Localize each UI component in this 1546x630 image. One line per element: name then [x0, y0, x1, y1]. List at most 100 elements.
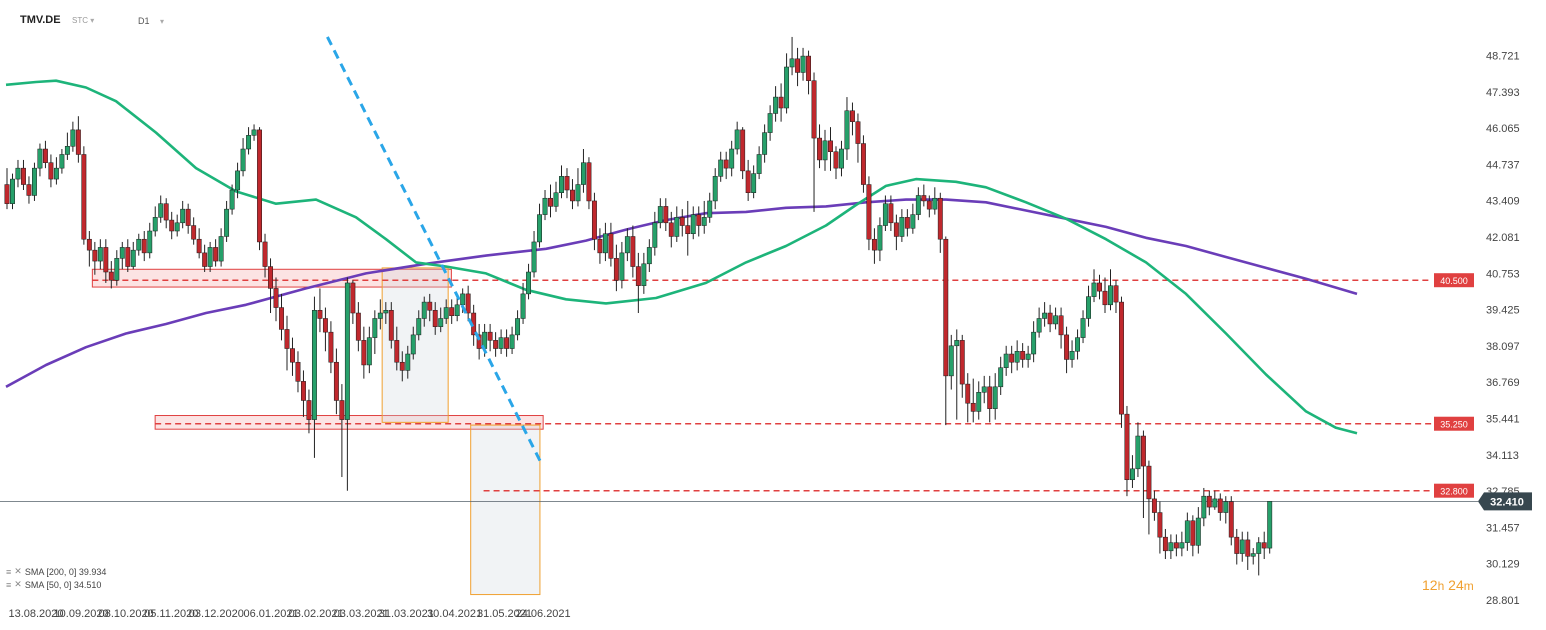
- candle-body-down: [487, 331, 493, 341]
- candle: [185, 203, 191, 234]
- candle-body-up: [1130, 468, 1135, 481]
- candle: [1140, 430, 1146, 519]
- candle-body-up: [1168, 542, 1174, 552]
- candle: [526, 263, 531, 300]
- candle-body-up: [235, 170, 241, 191]
- candle-body-up: [641, 263, 647, 286]
- candle: [789, 36, 795, 76]
- symbol-label[interactable]: TMV.DE: [20, 14, 61, 26]
- candle-body-up: [70, 129, 76, 147]
- candle: [119, 241, 125, 270]
- candle-body-down: [745, 170, 751, 193]
- candle: [257, 127, 262, 251]
- candle-body-down: [1206, 495, 1212, 508]
- candle: [421, 296, 427, 327]
- candle: [910, 203, 916, 234]
- candle-body-down: [564, 176, 570, 191]
- candle: [26, 176, 32, 204]
- candle-body-down: [284, 329, 290, 349]
- candle-body-up: [954, 340, 960, 347]
- candle-body-up: [1053, 315, 1059, 325]
- candle-body-up: [1075, 337, 1080, 352]
- candle-body-up: [707, 200, 713, 218]
- candle: [1267, 501, 1273, 554]
- candle-body-up: [553, 192, 559, 207]
- candle-body-up: [976, 392, 982, 412]
- candle-body-down: [262, 241, 268, 267]
- trendline[interactable]: [326, 36, 542, 462]
- candle: [701, 200, 707, 234]
- candle: [103, 239, 109, 283]
- candle: [767, 105, 773, 141]
- candle-body-up: [932, 197, 938, 210]
- candle-body-up: [581, 162, 586, 185]
- candle-body-up: [344, 282, 350, 420]
- candle: [987, 375, 993, 423]
- candle: [1047, 304, 1053, 333]
- menu-icon[interactable]: ≡: [6, 579, 12, 590]
- candle-body-up: [53, 167, 59, 180]
- candle-body-up: [147, 230, 153, 254]
- candle: [657, 198, 663, 229]
- timeframe-selector[interactable]: D1 ▾: [138, 16, 164, 26]
- candle-body-up: [1036, 318, 1042, 333]
- candle-body-up: [1069, 351, 1075, 360]
- candle-body-up: [1025, 353, 1031, 360]
- candle-body-up: [674, 217, 680, 237]
- candle: [591, 192, 597, 251]
- candle-body-down: [833, 151, 839, 169]
- candle-body-down: [185, 208, 191, 226]
- candle: [1256, 537, 1262, 576]
- candle: [432, 302, 438, 335]
- candle-body-up: [377, 312, 383, 319]
- candle-body-down: [48, 162, 54, 180]
- indicator-sma50[interactable]: ≡ ✕ SMA [50, 0] 34.510: [6, 579, 101, 590]
- candle-body-up: [136, 238, 142, 251]
- candle: [784, 53, 790, 114]
- y-tick-label: 36.769: [1486, 377, 1520, 389]
- candle-body-up: [789, 58, 795, 68]
- candle: [328, 321, 334, 374]
- candle-body-up: [756, 154, 762, 174]
- candle-body-up: [602, 233, 608, 254]
- x-tick-label: 08.10.2020: [99, 608, 154, 620]
- candle: [1206, 490, 1212, 516]
- candle-body-down: [679, 217, 685, 226]
- y-tick-label: 42.081: [1486, 232, 1520, 244]
- candle-body-down: [1113, 285, 1119, 303]
- candle-body-up: [1179, 542, 1185, 549]
- close-icon[interactable]: ✕: [14, 566, 22, 576]
- candle: [1245, 531, 1251, 570]
- candle-body-down: [213, 247, 219, 262]
- candle: [641, 252, 647, 294]
- candle: [125, 239, 131, 273]
- candle: [1261, 531, 1267, 560]
- candle: [674, 206, 680, 242]
- candle: [597, 228, 603, 264]
- candle: [1173, 534, 1179, 557]
- candle: [1086, 285, 1091, 327]
- candle: [965, 373, 971, 423]
- candle: [295, 351, 301, 393]
- candle-body-down: [828, 140, 833, 152]
- menu-icon[interactable]: ≡: [6, 566, 12, 577]
- candle: [136, 233, 142, 256]
- candle: [822, 129, 828, 171]
- candle-body-up: [652, 222, 658, 248]
- candle: [581, 149, 586, 193]
- indicator-label: SMA [50, 0] 34.510: [24, 579, 102, 590]
- candle: [372, 310, 378, 355]
- candle-body-down: [476, 334, 482, 349]
- candle: [520, 282, 526, 324]
- candle: [712, 168, 718, 210]
- candle: [42, 140, 48, 169]
- close-icon[interactable]: ✕: [14, 579, 22, 589]
- candle: [1124, 405, 1130, 497]
- candle-body-down: [399, 361, 405, 371]
- indicator-sma200[interactable]: ≡ ✕ SMA [200, 0] 39.934: [6, 566, 106, 577]
- instrument-type-selector[interactable]: STC ▾: [72, 16, 94, 25]
- candle: [333, 348, 339, 415]
- candle-body-up: [575, 184, 581, 202]
- candle-body-down: [4, 184, 10, 204]
